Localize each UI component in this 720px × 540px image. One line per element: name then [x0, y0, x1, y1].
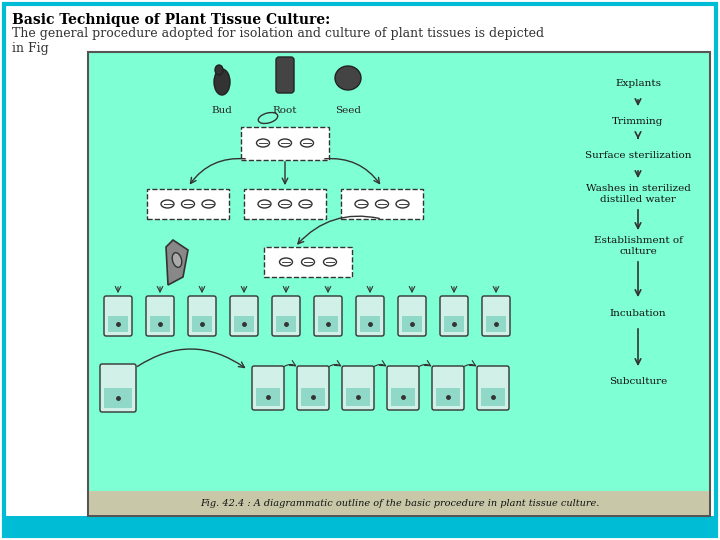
FancyBboxPatch shape — [146, 296, 174, 336]
FancyBboxPatch shape — [272, 296, 300, 336]
FancyBboxPatch shape — [477, 366, 509, 410]
FancyBboxPatch shape — [100, 364, 136, 412]
Ellipse shape — [172, 253, 181, 267]
Ellipse shape — [355, 200, 368, 208]
Text: Seed: Seed — [335, 106, 361, 115]
Bar — [264, 247, 352, 277]
Bar — [341, 189, 423, 219]
FancyBboxPatch shape — [432, 366, 464, 410]
Ellipse shape — [396, 200, 409, 208]
Bar — [360, 316, 380, 332]
Bar — [108, 316, 128, 332]
Ellipse shape — [323, 258, 336, 266]
Bar — [4, 516, 716, 536]
Bar — [276, 316, 296, 332]
Bar — [318, 316, 338, 332]
Text: Subculture: Subculture — [609, 377, 667, 387]
FancyBboxPatch shape — [276, 57, 294, 93]
Ellipse shape — [214, 69, 230, 95]
FancyBboxPatch shape — [252, 366, 284, 410]
FancyBboxPatch shape — [398, 296, 426, 336]
Ellipse shape — [161, 200, 174, 208]
Ellipse shape — [258, 112, 278, 124]
Bar — [89, 491, 709, 515]
FancyBboxPatch shape — [104, 296, 132, 336]
Ellipse shape — [279, 139, 292, 147]
Ellipse shape — [279, 200, 292, 208]
Ellipse shape — [299, 200, 312, 208]
Text: Fig. 42.4 : A diagrammatic outline of the basic procedure in plant tissue cultur: Fig. 42.4 : A diagrammatic outline of th… — [200, 498, 600, 508]
Ellipse shape — [256, 139, 269, 147]
Bar — [256, 388, 280, 406]
Ellipse shape — [258, 200, 271, 208]
Text: Surface sterilization: Surface sterilization — [585, 151, 691, 159]
Bar — [481, 388, 505, 406]
Ellipse shape — [215, 65, 223, 75]
FancyBboxPatch shape — [342, 366, 374, 410]
Text: Incubation: Incubation — [610, 308, 666, 318]
Bar — [402, 316, 422, 332]
Bar — [104, 388, 132, 408]
Bar — [346, 388, 370, 406]
Bar — [147, 189, 229, 219]
Text: Explants: Explants — [615, 79, 661, 89]
FancyBboxPatch shape — [440, 296, 468, 336]
Bar — [234, 316, 254, 332]
Ellipse shape — [181, 200, 194, 208]
FancyBboxPatch shape — [314, 296, 342, 336]
Ellipse shape — [376, 200, 389, 208]
FancyBboxPatch shape — [356, 296, 384, 336]
Bar — [391, 388, 415, 406]
Polygon shape — [166, 240, 188, 285]
Text: Trimming: Trimming — [612, 118, 664, 126]
Ellipse shape — [202, 200, 215, 208]
Ellipse shape — [335, 66, 361, 90]
Ellipse shape — [302, 258, 315, 266]
Text: Root: Root — [273, 106, 297, 115]
Bar — [241, 126, 329, 159]
Bar — [486, 316, 506, 332]
Text: Washes in sterilized
distilled water: Washes in sterilized distilled water — [585, 184, 690, 204]
FancyBboxPatch shape — [188, 296, 216, 336]
FancyBboxPatch shape — [387, 366, 419, 410]
FancyBboxPatch shape — [297, 366, 329, 410]
Bar — [150, 316, 170, 332]
Bar — [444, 316, 464, 332]
Text: Basic Technique of Plant Tissue Culture:: Basic Technique of Plant Tissue Culture: — [12, 13, 330, 27]
Bar — [301, 388, 325, 406]
Bar — [244, 189, 326, 219]
Ellipse shape — [279, 258, 292, 266]
Bar — [88, 52, 710, 516]
Text: Bud: Bud — [212, 106, 233, 115]
Text: The general procedure adopted for isolation and culture of plant tissues is depi: The general procedure adopted for isolat… — [12, 27, 544, 55]
Bar — [192, 316, 212, 332]
Ellipse shape — [300, 139, 313, 147]
Text: Establishment of
culture: Establishment of culture — [593, 237, 683, 256]
FancyBboxPatch shape — [230, 296, 258, 336]
Bar — [436, 388, 460, 406]
FancyBboxPatch shape — [482, 296, 510, 336]
